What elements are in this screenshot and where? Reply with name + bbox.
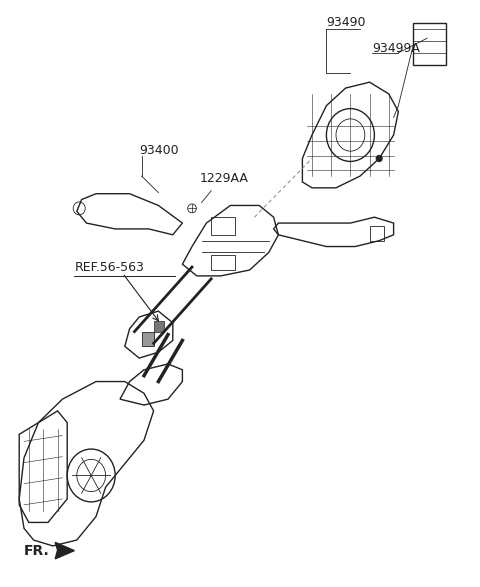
Text: 93499A: 93499A: [372, 42, 420, 55]
Text: 1229AA: 1229AA: [199, 172, 248, 185]
Text: 93400: 93400: [139, 144, 179, 157]
FancyBboxPatch shape: [142, 332, 154, 346]
Ellipse shape: [376, 156, 382, 161]
Polygon shape: [55, 542, 74, 559]
Text: REF.56-563: REF.56-563: [74, 261, 144, 274]
Text: 93490: 93490: [326, 16, 366, 29]
FancyBboxPatch shape: [154, 321, 164, 332]
Text: FR.: FR.: [24, 544, 50, 558]
